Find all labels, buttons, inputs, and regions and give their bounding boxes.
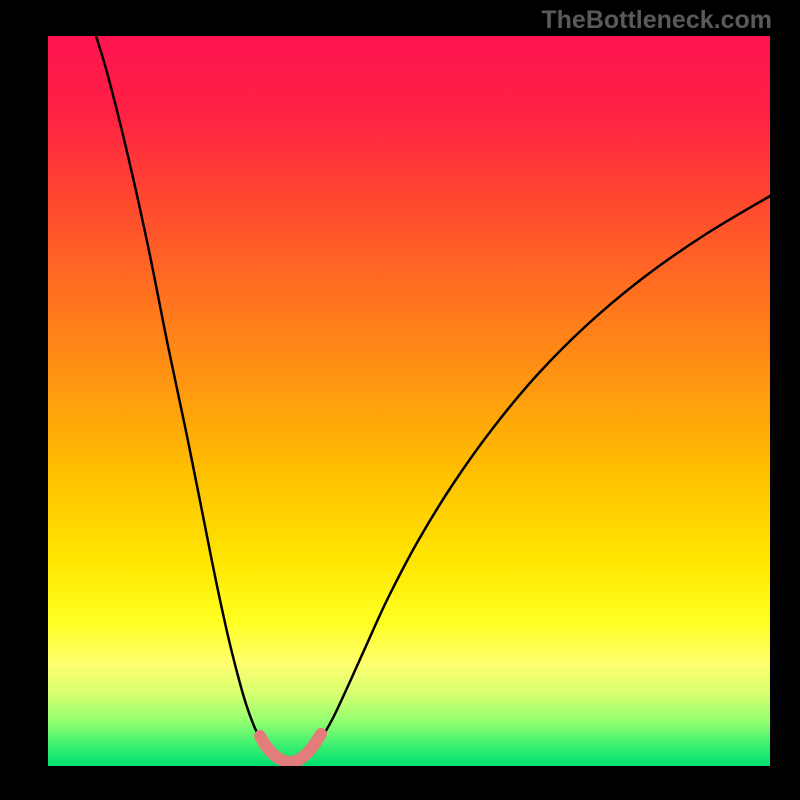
curve-overlay — [48, 36, 770, 766]
watermark-text: TheBottleneck.com — [541, 6, 772, 35]
bottleneck-curve-right — [311, 169, 770, 753]
chart-container: TheBottleneck.com — [0, 0, 800, 800]
plot-area — [48, 36, 770, 766]
bottleneck-curve-left — [96, 36, 270, 753]
trough-highlight — [260, 734, 321, 762]
